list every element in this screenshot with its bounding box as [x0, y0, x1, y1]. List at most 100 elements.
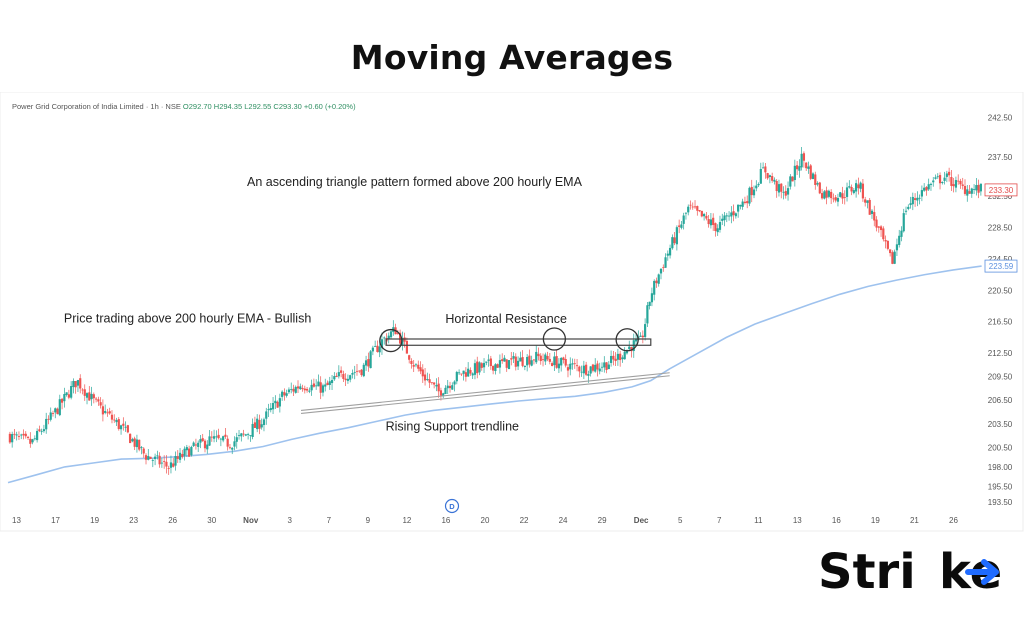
candle-body — [709, 219, 713, 226]
candle-body — [913, 198, 917, 201]
candle-body — [784, 191, 787, 196]
candle-body — [650, 293, 654, 303]
candle-body — [439, 390, 443, 396]
candle-body — [716, 228, 719, 233]
candle-body — [732, 211, 735, 216]
candle-body — [319, 382, 322, 393]
candle-body — [56, 408, 59, 415]
candle-body — [485, 361, 488, 363]
candle-body — [99, 402, 102, 406]
candle-body — [653, 280, 656, 295]
candle-body — [151, 460, 154, 461]
candle-body — [855, 183, 858, 192]
candle-body — [396, 332, 399, 334]
candle-body — [761, 167, 765, 169]
candle-body — [634, 339, 638, 342]
candle-body — [648, 301, 651, 306]
candle-body — [371, 347, 374, 352]
candle-body — [344, 378, 347, 381]
candle-body — [895, 244, 899, 251]
candle-body — [659, 268, 663, 274]
candle-body — [923, 187, 926, 191]
candle-body — [886, 240, 889, 249]
ema-layer — [7, 265, 982, 484]
candle-body — [117, 419, 120, 429]
candle-body — [226, 438, 229, 447]
candle-body — [678, 225, 681, 227]
candle-body — [521, 357, 524, 366]
candle-body — [825, 190, 828, 198]
ticker-header-part: +0.60 (+0.20%) — [302, 102, 356, 111]
candles-layer — [8, 146, 982, 475]
candle-body — [766, 173, 769, 179]
candle-body — [79, 378, 82, 389]
candle-body — [108, 411, 111, 414]
candle-body — [916, 197, 919, 201]
candle-body — [376, 345, 379, 352]
candle-body — [433, 382, 436, 385]
candle-body — [641, 335, 644, 338]
candle-body — [786, 188, 790, 195]
x-tick-label: 22 — [520, 516, 529, 525]
candle-body — [133, 438, 136, 447]
candle-body — [231, 447, 234, 450]
x-tick-label: 11 — [754, 516, 763, 525]
candle-body — [265, 411, 268, 419]
candle-body — [893, 251, 896, 264]
candle-body — [621, 357, 624, 360]
candle-body — [47, 418, 50, 420]
x-tick-label: 20 — [481, 516, 490, 525]
candle-body — [582, 365, 585, 374]
candle-body — [113, 419, 116, 421]
candle-body — [882, 228, 885, 240]
candle-body — [457, 372, 461, 374]
candle-body — [163, 461, 166, 462]
candle-body — [124, 426, 127, 428]
candle-body — [612, 355, 615, 360]
candle-body — [664, 257, 667, 268]
price-label: 223.59 — [989, 262, 1014, 271]
candle-body — [328, 381, 331, 386]
candle-body — [353, 372, 356, 374]
x-tick-label: 19 — [90, 516, 99, 525]
chart-svg: An ascending triangle pattern formed abo… — [0, 92, 1024, 532]
candle-body — [287, 389, 291, 393]
candle-body — [63, 394, 66, 402]
candle-body — [507, 360, 511, 370]
candle-body — [644, 324, 647, 337]
candle-body — [426, 378, 429, 380]
candle-body — [868, 199, 871, 215]
candle-body — [360, 369, 363, 376]
candle-body — [235, 437, 238, 442]
y-tick-label: 193.50 — [988, 498, 1013, 507]
candle-body — [551, 363, 554, 366]
candle-body — [267, 409, 270, 411]
candle-body — [619, 353, 622, 361]
candle-body — [891, 252, 894, 264]
arrow-icon — [965, 559, 999, 585]
candle-body — [249, 435, 252, 437]
candle-body — [65, 392, 68, 395]
y-tick-label: 195.50 — [988, 483, 1013, 492]
candle-body — [866, 200, 869, 203]
candle-body — [308, 390, 311, 392]
candle-body — [614, 358, 617, 362]
candle-body — [907, 206, 910, 209]
candle-body — [523, 365, 526, 367]
candle-body — [355, 370, 359, 372]
candle-body — [827, 190, 830, 197]
candle-body — [569, 363, 572, 370]
chart-annotation: Price trading above 200 hourly EMA - Bul… — [64, 312, 311, 326]
y-tick-label: 212.50 — [988, 349, 1013, 358]
candle-body — [553, 356, 556, 366]
candle-body — [258, 419, 261, 429]
candle-body — [578, 366, 581, 372]
candle-body — [351, 372, 354, 375]
candle-body — [453, 381, 456, 385]
candle-body — [301, 388, 304, 390]
candle-body — [364, 360, 368, 366]
candle-body — [67, 394, 70, 398]
candle-body — [782, 191, 785, 193]
candle-body — [421, 369, 424, 377]
candle-body — [682, 215, 685, 224]
